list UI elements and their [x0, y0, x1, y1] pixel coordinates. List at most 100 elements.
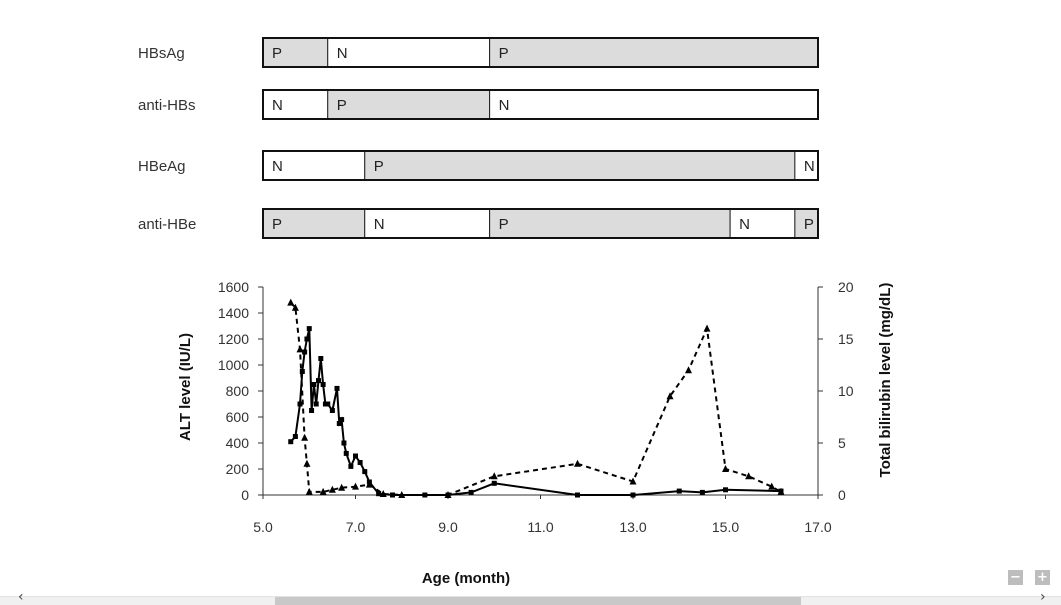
alt-point — [341, 440, 347, 446]
horizontal-scrollbar[interactable]: ‹ › — [0, 590, 1061, 605]
bilirubin-point — [722, 465, 729, 472]
alt-point — [320, 382, 326, 387]
bilirubin-point — [287, 298, 295, 306]
serology-row: anti-HBs N P N — [138, 89, 819, 120]
y-tick-label: 400 — [226, 435, 250, 451]
alt-point — [348, 463, 354, 469]
marker-label: anti-HBe — [138, 216, 196, 233]
zoom-in-button[interactable]: + — [1035, 570, 1050, 585]
x-tick-label: 13.0 — [619, 519, 646, 535]
serology-bar-frame — [262, 150, 819, 181]
alt-point — [676, 488, 682, 494]
bilirubin-point — [365, 480, 373, 488]
series-right — [287, 298, 785, 498]
alt-point — [309, 408, 315, 413]
alt-point — [325, 401, 331, 407]
bilirubin-point — [703, 324, 711, 332]
bilirubin-point — [301, 433, 309, 441]
segment-label: P — [499, 45, 509, 62]
alt-point — [302, 349, 308, 355]
y-axis-label: ALT level (IU/L) — [177, 333, 194, 441]
y-right-tick-label: 5 — [838, 435, 846, 451]
segment-label: N — [499, 97, 510, 114]
serology-bar-frame — [262, 208, 819, 239]
alt-point — [297, 401, 303, 407]
alt-point — [376, 491, 382, 497]
y-right-tick-label: 10 — [838, 383, 854, 399]
alt-point — [362, 469, 368, 475]
bilirubin-point — [745, 472, 753, 480]
bilirubin-point — [574, 459, 581, 467]
x-tick-label: 17.0 — [804, 519, 831, 535]
x-tick-label: 15.0 — [712, 519, 739, 535]
zoom-out-button[interactable]: − — [1008, 570, 1023, 585]
serology-segment — [729, 208, 796, 239]
bilirubin-point — [338, 483, 346, 491]
scrollbar-thumb[interactable] — [275, 597, 801, 605]
bilirubin-point — [319, 487, 327, 495]
series-layer — [287, 298, 785, 498]
bilirubin-point — [352, 482, 359, 490]
segment-label: P — [272, 216, 282, 233]
alt-point — [306, 326, 312, 332]
scroll-left-arrow-icon[interactable]: ‹ — [18, 589, 24, 605]
marker-label: HBeAg — [138, 158, 186, 175]
bilirubin-point — [303, 459, 311, 467]
serology-segment — [489, 89, 819, 120]
bilirubin-point — [490, 472, 498, 480]
alt-point — [316, 378, 321, 384]
alt-point — [318, 356, 324, 361]
bilirubin-point — [398, 491, 406, 498]
serology-segment — [489, 37, 819, 68]
bilirubin-point — [328, 485, 336, 493]
alt-point — [357, 460, 363, 465]
serology-row: anti-HBe P N P N P — [138, 208, 819, 239]
alt-point — [630, 492, 636, 498]
alt-point — [468, 489, 474, 495]
segment-label: N — [739, 216, 750, 233]
alt-point — [311, 382, 317, 387]
y-axis-right-label: Total bilirubin level (mg/dL) — [877, 283, 894, 478]
segment-label: N — [374, 216, 385, 233]
x-tick-label: 5.0 — [253, 519, 273, 535]
bilirubin-point — [768, 482, 776, 490]
alt-point — [299, 369, 305, 374]
bilirubin-point — [629, 477, 637, 485]
y-tick-label: 0 — [241, 487, 249, 503]
alt-point — [353, 453, 358, 459]
series-left — [288, 326, 784, 498]
segment-label: P — [804, 216, 814, 233]
alt-point — [313, 401, 319, 407]
alt-point — [334, 385, 340, 391]
alt-point — [723, 487, 728, 493]
y-tick-label: 600 — [226, 409, 250, 425]
marker-label: anti-HBs — [138, 97, 196, 114]
y-right-tick-label: 0 — [838, 487, 846, 503]
serology-segment — [364, 150, 796, 181]
bilirubin-point — [666, 392, 674, 400]
segment-label: N — [337, 45, 348, 62]
bilirubin-point — [685, 366, 692, 374]
serology-bar-frame — [262, 37, 819, 68]
scroll-right-arrow-icon[interactable]: › — [1040, 589, 1046, 605]
serology-segment — [364, 208, 491, 239]
segment-label: P — [374, 158, 384, 175]
x-axis-label: Age (month) — [422, 570, 510, 587]
serology-row: HBeAg N P N — [138, 150, 819, 181]
y-tick-label: 1600 — [218, 279, 249, 295]
alt-point — [336, 421, 342, 426]
bilirubin-line — [290, 301, 782, 496]
plot-panel: 0 200 400 600 800 1000 1200 1400 1600 0 5 10 15 20 5.0… — [177, 279, 894, 587]
alt-point — [339, 417, 345, 423]
segment-label: N — [272, 158, 283, 175]
alt-point — [292, 434, 298, 439]
axes: 0 200 400 600 800 1000 1200 1400 1600 0 5 10 15 20 5.0… — [218, 279, 854, 535]
bilirubin-point — [379, 489, 387, 497]
x-tick-label: 7.0 — [346, 519, 366, 535]
bilirubin-point — [296, 345, 304, 353]
serology-segment — [327, 89, 491, 120]
segment-label: P — [272, 45, 282, 62]
y-tick-label: 800 — [226, 383, 250, 399]
